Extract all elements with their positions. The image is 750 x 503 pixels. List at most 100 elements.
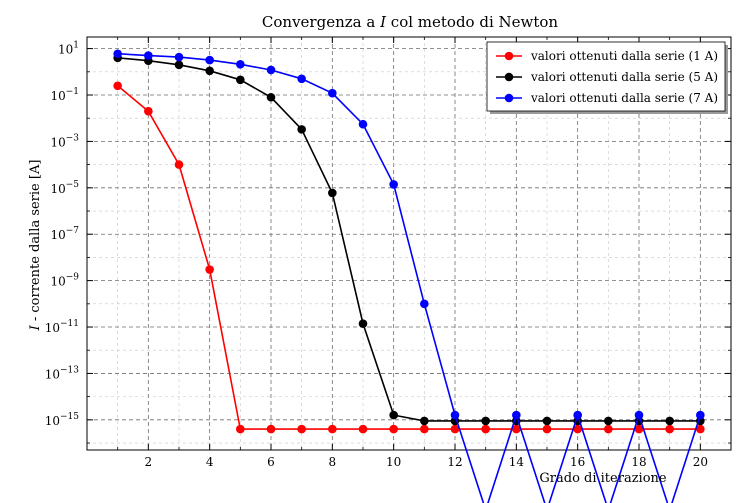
legend-box: [486, 41, 726, 112]
y-tick-label: 10−9: [50, 273, 79, 289]
x-tick-label: 18: [631, 455, 646, 469]
y-axis-label-variable: I: [28, 324, 43, 331]
data-point: [389, 424, 398, 434]
data-point: [420, 299, 429, 309]
series-line: [117, 85, 701, 430]
data-point: [358, 424, 368, 434]
data-point: [236, 75, 245, 85]
data-point: [481, 416, 490, 426]
y-tick-label-base: 10: [50, 135, 65, 149]
data-point: [573, 424, 582, 434]
data-point: [512, 424, 521, 434]
data-point: [358, 119, 368, 129]
data-point: [450, 424, 460, 434]
y-tick-label-exponent: −9: [66, 273, 80, 283]
y-tick-label: 10−7: [50, 226, 79, 242]
data-point: [450, 410, 460, 420]
data-point: [604, 416, 613, 426]
series-line: [117, 52, 702, 503]
chart-title-suffix: col metodo di Newton: [391, 13, 559, 31]
y-axis-label: I - corrente dalla serie [A]: [28, 160, 43, 332]
y-tick-label-base: 10: [58, 43, 73, 57]
y-tick-label: 101: [58, 41, 79, 57]
data-point: [266, 424, 276, 434]
y-axis-label-text: - corrente dalla serie [A]: [28, 160, 43, 322]
y-tick-label-base: 10: [50, 275, 65, 289]
x-tick-label: 2: [145, 455, 153, 469]
data-point: [696, 410, 705, 420]
data-point: [665, 416, 674, 426]
data-point: [481, 424, 490, 434]
data-point: [266, 92, 276, 102]
data-point: [205, 66, 214, 76]
series-layer: [113, 49, 705, 503]
y-tick-label-exponent: −13: [60, 365, 79, 375]
data-point: [512, 410, 521, 420]
legend-marker: [504, 72, 514, 82]
y-tick-label: 10−13: [45, 365, 80, 381]
data-point: [542, 424, 552, 434]
data-point: [174, 60, 184, 70]
y-tick-label: 10−5: [50, 180, 79, 196]
chart-title-variable: I: [379, 13, 387, 31]
y-tick-label-exponent: −3: [66, 133, 80, 143]
data-point: [420, 416, 429, 426]
y-tick-label: 10−11: [45, 319, 79, 335]
data-point: [328, 188, 337, 198]
series-1: [113, 81, 705, 434]
data-point: [205, 55, 214, 65]
y-tick-label-base: 10: [45, 414, 60, 428]
y-tick-label-exponent: −11: [60, 319, 79, 329]
x-tick-label: 20: [693, 455, 708, 469]
y-tick-label-exponent: −1: [66, 87, 79, 97]
legend-label: valori ottenuti dalla serie (7 A): [530, 91, 718, 105]
x-tick-label: 16: [570, 455, 585, 469]
data-point: [113, 49, 122, 59]
y-tick-label: 10−1: [50, 87, 79, 103]
data-point: [634, 424, 644, 434]
x-tick-label: 6: [267, 455, 275, 469]
data-point: [144, 106, 153, 116]
data-point: [174, 52, 184, 62]
chart-title: Convergenza a I col metodo di Newton: [262, 13, 559, 31]
data-point: [328, 424, 337, 434]
data-point: [634, 410, 644, 420]
y-tick-label: 10−3: [50, 133, 79, 149]
y-tick-label-exponent: −5: [66, 180, 80, 190]
series-3: [113, 49, 705, 503]
data-point: [542, 416, 552, 426]
data-point: [358, 319, 368, 328]
y-tick-label: 10−15: [45, 412, 80, 428]
plot-area-frame: [86, 36, 732, 451]
data-point: [113, 81, 122, 91]
data-point: [236, 60, 245, 69]
chart-title-prefix: Convergenza a: [262, 13, 375, 31]
y-tick-label-exponent: −7: [66, 226, 80, 236]
y-tick-label-base: 10: [45, 367, 60, 381]
data-point: [144, 51, 153, 60]
legend-label: valori ottenuti dalla serie (5 A): [530, 70, 718, 84]
data-point: [297, 125, 306, 134]
legend-marker: [504, 93, 514, 103]
data-point: [205, 265, 214, 274]
data-point: [236, 424, 245, 434]
x-tick-label: 8: [329, 455, 337, 469]
x-tick-label: 10: [386, 455, 401, 469]
y-tick-label-base: 10: [50, 228, 65, 242]
y-tick-label-exponent: −15: [60, 412, 79, 422]
data-point: [328, 88, 337, 98]
x-tick-label: 12: [447, 455, 462, 469]
x-tick-label: 14: [509, 455, 525, 469]
data-point: [389, 180, 398, 189]
data-point: [297, 424, 306, 434]
x-axis-label: Grado di iterazione: [539, 471, 666, 486]
y-tick-label-base: 10: [45, 321, 60, 335]
y-tick-label-base: 10: [50, 182, 65, 196]
legend-label: valori ottenuti dalla serie (1 A): [530, 49, 718, 63]
data-point: [696, 424, 705, 434]
x-axis-ticks: 2 4 6 8 10 12 14 16 18 20: [117, 37, 732, 469]
legend-marker: [504, 51, 514, 61]
data-point: [389, 410, 398, 420]
